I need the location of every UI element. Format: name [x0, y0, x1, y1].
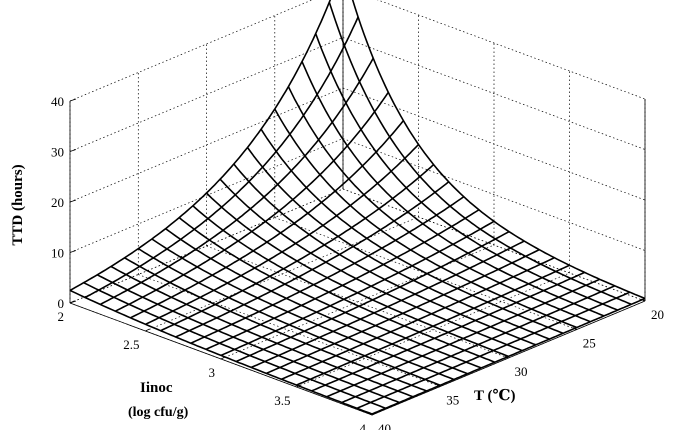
mesh-line-constant-I — [265, 248, 540, 375]
y-tick-mark — [296, 384, 301, 388]
x-tick-label: 35 — [446, 393, 459, 408]
mesh-line-constant-I — [235, 230, 510, 363]
mesh-line-constant-I — [160, 164, 435, 332]
x-tick-mark — [640, 298, 646, 302]
z-tick-label: 20 — [51, 195, 64, 210]
x-tick-mark — [436, 384, 441, 387]
grid-line-z-right-wall — [342, 138, 646, 251]
grid-line-x-floor — [206, 245, 509, 359]
grid-line-y-floor — [220, 244, 495, 360]
x-tick-mark — [504, 355, 509, 359]
z-tick-mark — [69, 199, 77, 203]
y-tick-label: 2 — [58, 309, 65, 324]
mesh-line-constant-I — [220, 220, 495, 357]
y-tick-mark — [220, 356, 226, 360]
grid-line-y-floor — [296, 272, 570, 388]
mesh-line-constant-I — [190, 196, 465, 344]
mesh-line-constant-I — [145, 143, 420, 326]
mesh-line-constant-I — [130, 120, 405, 319]
front-box — [69, 98, 646, 416]
mesh-line-constant-I — [281, 256, 555, 380]
y-tick-mark — [69, 300, 75, 304]
y-tick-label: 2.5 — [123, 337, 139, 352]
z-tick-mark — [69, 98, 77, 102]
x-tick-label: 30 — [515, 364, 528, 379]
y-tick-label: 3 — [209, 365, 216, 380]
mesh-line-constant-I — [341, 285, 616, 404]
z-tick-mark — [69, 149, 77, 152]
x-axis-label: T (℃) — [474, 388, 515, 404]
grid-line-y-floor — [145, 216, 419, 332]
mesh-line-constant-I — [311, 271, 585, 392]
y-axis-label-line1: Iinoc — [140, 380, 173, 396]
mesh-line-constant-I — [296, 264, 570, 386]
x-tick-label: 40 — [378, 421, 391, 430]
mesh-line-constant-I — [84, 16, 359, 299]
grid-line-x-floor — [138, 274, 441, 387]
surface-mesh — [69, 0, 646, 415]
x-tick-label: 25 — [583, 336, 596, 351]
mesh-line-constant-I — [114, 91, 389, 312]
grid-line-z-left-wall — [69, 138, 344, 253]
mesh-line-constant-I — [326, 278, 601, 398]
mesh-line-constant-I — [69, 0, 332, 292]
y-tick-label: 3.5 — [274, 393, 290, 408]
mesh-line-constant-I — [99, 57, 374, 306]
mesh-line-constant-I — [175, 181, 450, 338]
x-tick-label: 20 — [651, 307, 664, 322]
x-tick-mark — [367, 412, 373, 416]
mesh-line-constant-T — [287, 86, 591, 323]
grid-line-z-right-wall — [342, 37, 646, 150]
y-tick-label: 4 — [360, 421, 367, 430]
mesh-line-constant-I — [356, 291, 631, 410]
z-tick-label: 10 — [51, 246, 64, 261]
y-tick-mark — [145, 328, 150, 332]
y-tick-mark — [371, 412, 377, 416]
z-axis-label: TTD (hours) — [10, 164, 26, 245]
grid-line-z-right-wall — [377, 0, 646, 100]
tick-labels: 0 10 20 30 40 2 2.5 3 3.5 4 20 25 30 35 40 — [51, 94, 664, 430]
mesh-line-constant-T — [314, 33, 618, 311]
grid-line-z-left-wall — [69, 0, 313, 102]
grid-line-z-left-wall — [69, 87, 344, 203]
x-tick-mark — [572, 327, 577, 330]
z-tick-label: 40 — [51, 94, 64, 109]
z-tick-mark — [69, 250, 77, 253]
mesh-line-constant-I — [205, 209, 480, 351]
grid-line-z-left-wall — [69, 37, 344, 152]
mesh-line-constant-I — [371, 297, 646, 415]
z-tick-label: 0 — [58, 296, 65, 311]
z-tick-label: 30 — [51, 145, 64, 160]
y-axis-label-line2: (log cfu/g) — [128, 405, 189, 420]
mesh-line-constant-I — [250, 240, 525, 369]
